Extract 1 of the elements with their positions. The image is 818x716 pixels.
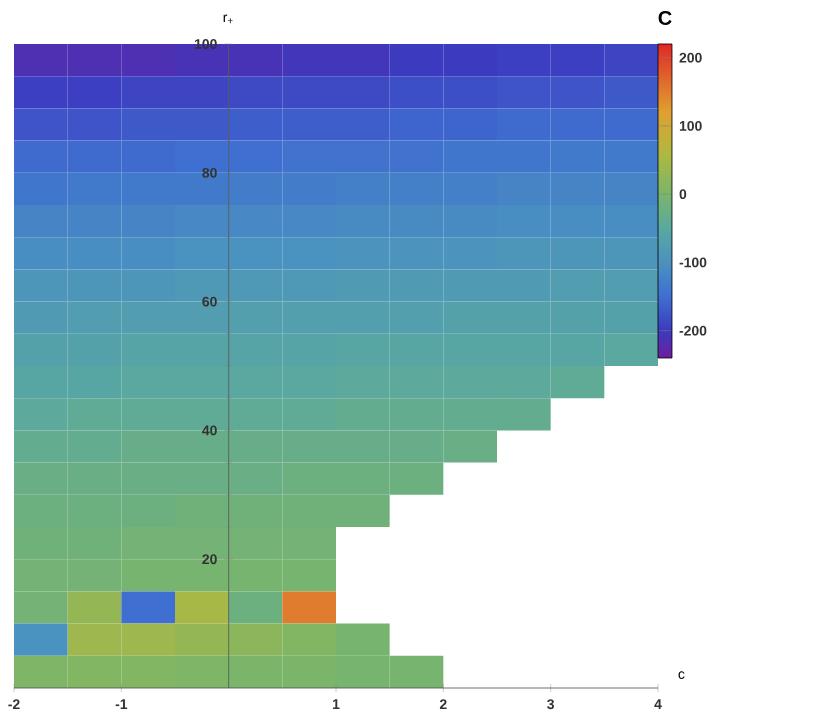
color-bar-title: C: [658, 10, 672, 25]
